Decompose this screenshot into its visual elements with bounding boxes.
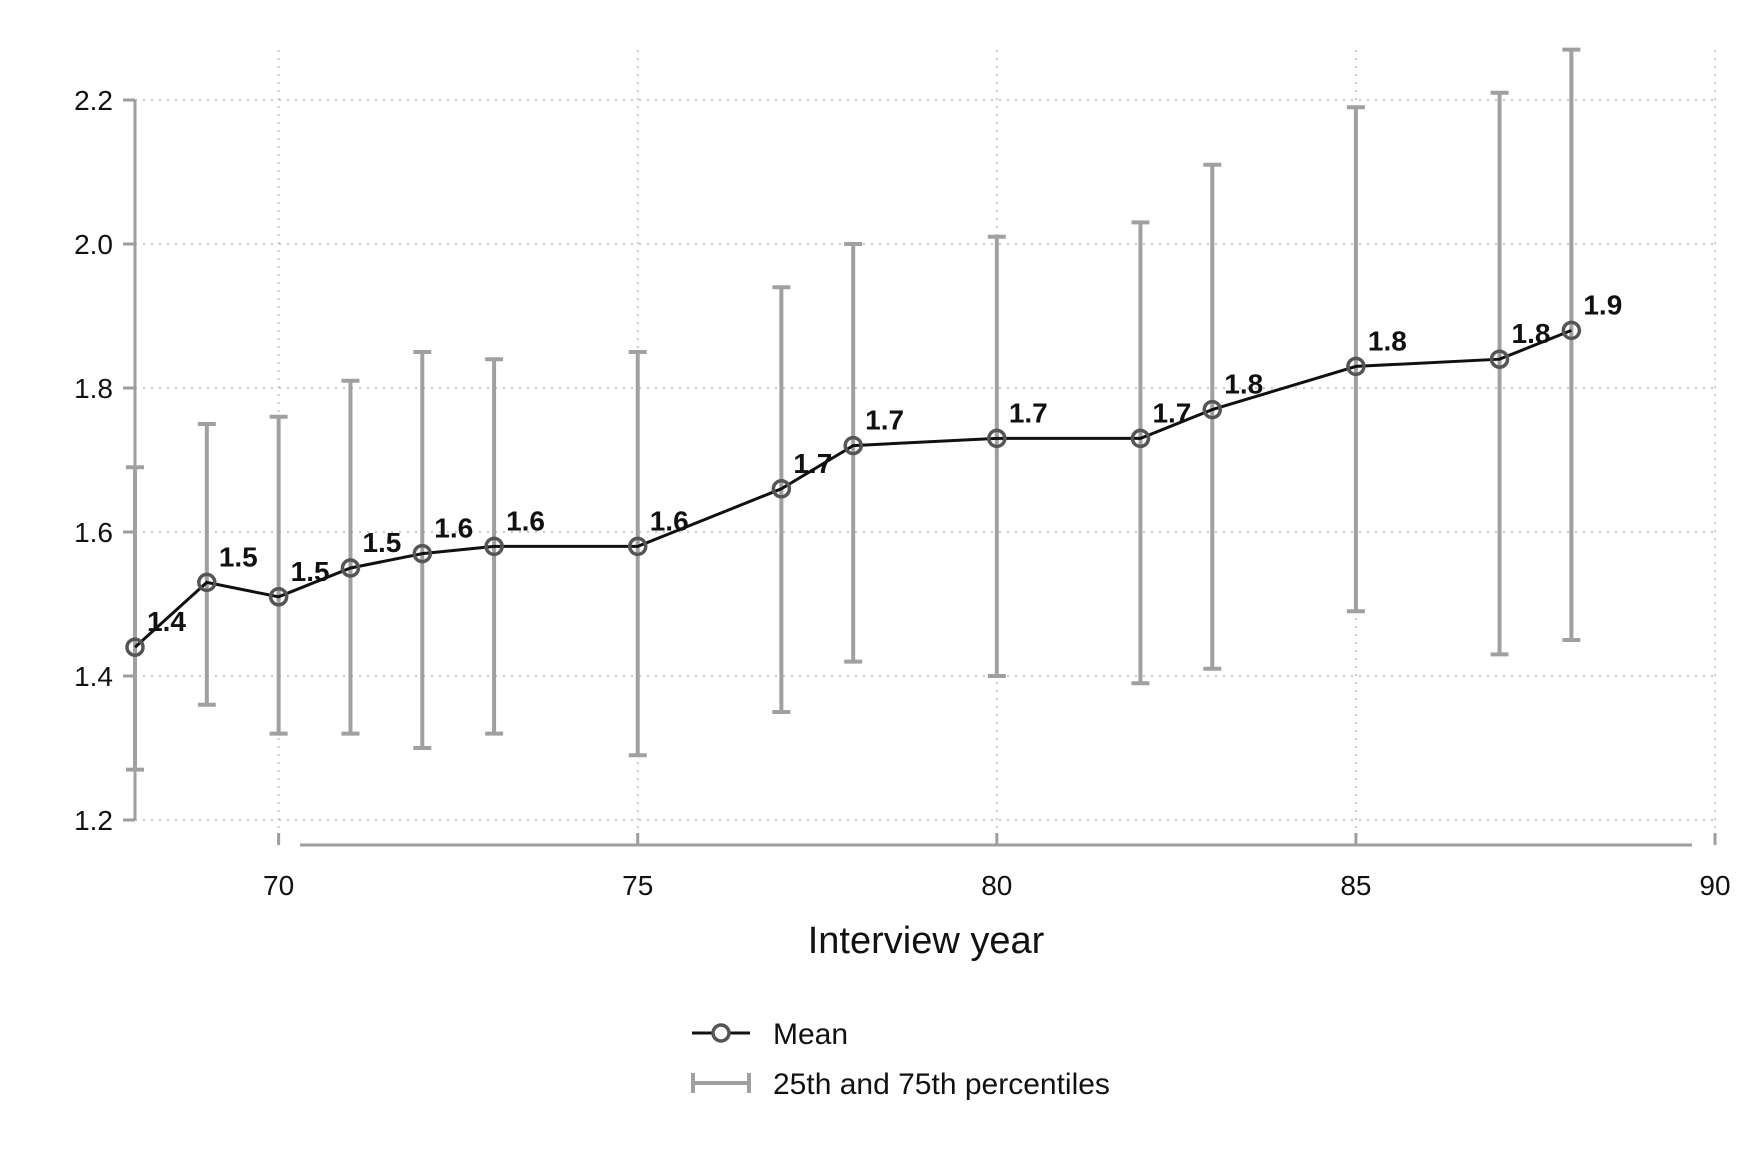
percentile-bar (1490, 90, 1509, 657)
mean-value-label: 1.7 (865, 405, 904, 436)
percentile-bar (269, 414, 288, 736)
legend: Mean 25th and 75th percentiles (691, 1018, 1110, 1101)
legend-mean-marker-swatch (711, 1023, 731, 1043)
percentile-bar (197, 422, 216, 707)
mean-series (125, 320, 1582, 657)
mean-value-label: 1.6 (650, 505, 689, 536)
mean-value-label: 1.5 (362, 527, 401, 558)
mean-value-label: 1.9 (1583, 289, 1622, 320)
x-tick-label: 75 (622, 870, 653, 901)
mean-marker (771, 479, 792, 499)
mean-marker (197, 572, 217, 593)
mean-value-label: 1.6 (506, 505, 545, 536)
mean-value-label: 1.7 (1152, 397, 1191, 428)
mean-value-label: 1.8 (1368, 325, 1407, 356)
percentile-bar (987, 234, 1006, 678)
gridlines (135, 50, 1716, 845)
y-tick-label: 1.8 (74, 373, 113, 404)
percentile-bar (772, 285, 791, 714)
percentile-error-bars (126, 47, 1581, 772)
mean-marker (1202, 399, 1223, 420)
mean-marker (484, 536, 504, 557)
mean-value-label: 1.7 (793, 448, 832, 479)
y-tick-label: 2.2 (74, 85, 113, 116)
mean-value-label: 1.5 (219, 541, 258, 572)
axes: 1.2 1.4 1.6 1.8 2.0 2.2 70 75 80 85 90 (74, 85, 1731, 901)
mean-marker (627, 536, 648, 557)
x-tick-label: 90 (1699, 870, 1730, 901)
y-tick-label: 1.4 (74, 661, 113, 692)
x-tick-label: 80 (981, 870, 1012, 901)
percentile-bar (413, 350, 432, 750)
y-tick-label: 1.2 (74, 805, 113, 836)
legend-label-mean: Mean (773, 1018, 848, 1051)
x-tick-label: 85 (1340, 870, 1371, 901)
mean-marker (1130, 428, 1151, 449)
percentile-bar (1562, 47, 1581, 642)
mean-marker (412, 543, 433, 564)
legend-item-percentiles: 25th and 75th percentiles (691, 1068, 1110, 1101)
mean-value-label: 1.7 (1009, 397, 1048, 428)
y-tick-label: 2.0 (74, 229, 113, 260)
mean-marker (987, 428, 1007, 449)
point-labels: 1.4 1.5 1.5 1.5 1.6 1.6 1.6 1.7 1.7 1.7 1.7 1.8 1.8 1… (147, 289, 1622, 637)
x-axis-title: Interview year (808, 920, 1045, 962)
mean-value-label: 1.8 (1224, 369, 1263, 400)
mean-marker (1489, 349, 1510, 369)
mean-marker (1561, 320, 1582, 341)
y-tick-label: 1.6 (74, 517, 113, 548)
x-tick-label: 70 (263, 870, 294, 901)
mean-marker (843, 435, 863, 456)
legend-label-percentiles: 25th and 75th percentiles (773, 1068, 1110, 1101)
mean-value-label: 1.8 (1512, 318, 1551, 349)
mean-line (133, 329, 1572, 649)
mean-marker (125, 637, 145, 657)
mean-marker (1346, 356, 1366, 377)
percentile-bar (126, 465, 144, 772)
percentile-bar (1131, 220, 1150, 686)
percentile-bar (341, 378, 360, 736)
mean-marker (268, 587, 289, 607)
mean-value-label: 1.6 (434, 513, 473, 544)
mean-value-label: 1.5 (291, 556, 330, 587)
legend-item-mean: Mean (692, 1018, 848, 1051)
mean-marker (340, 558, 361, 578)
mean-value-label: 1.4 (147, 606, 186, 637)
